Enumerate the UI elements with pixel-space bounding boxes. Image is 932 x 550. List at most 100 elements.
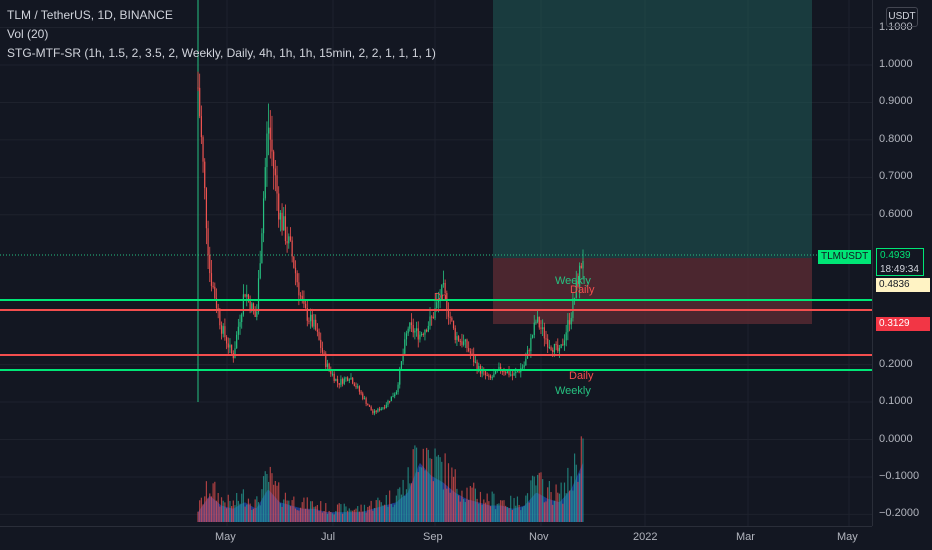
- volume-bar: [387, 506, 389, 522]
- candle-body: [422, 333, 424, 335]
- candle-body: [367, 404, 369, 406]
- candle-body: [299, 295, 302, 297]
- time-axis[interactable]: May Jul Sep Nov 2022 Mar May: [0, 526, 872, 550]
- candle-body: [390, 396, 392, 402]
- legend-indicator[interactable]: STG-MTF-SR (1h, 1.5, 2, 3.5, 2, Weekly, …: [7, 46, 436, 60]
- current-price: 0.4939: [880, 250, 911, 261]
- time-tick-label: Mar: [736, 531, 755, 543]
- candle-body: [508, 371, 510, 376]
- candle-body: [333, 373, 335, 381]
- volume-bar: [274, 481, 276, 522]
- legend-symbol[interactable]: TLM / TetherUS, 1D, BINANCE: [7, 8, 173, 22]
- volume-bar: [259, 505, 261, 522]
- volume-bar: [537, 474, 539, 522]
- candle-body: [572, 298, 574, 318]
- volume-bar: [582, 438, 584, 522]
- volume-bar: [473, 482, 475, 522]
- volume-bar: [500, 500, 502, 522]
- candle-body: [392, 396, 394, 398]
- volume-bar: [459, 501, 461, 522]
- volume-bar: [251, 509, 253, 522]
- currency-button[interactable]: USDT: [886, 7, 918, 27]
- volume-bar: [237, 500, 239, 522]
- volume-bar: [557, 492, 559, 522]
- candle-body: [407, 328, 409, 334]
- volume-bar: [333, 514, 335, 522]
- volume-bar: [281, 506, 283, 522]
- volume-bar: [205, 481, 208, 522]
- candle-body: [368, 405, 371, 407]
- candle-body: [303, 300, 305, 304]
- support-tag: 0.3129: [876, 317, 930, 331]
- volume-bar: [452, 476, 455, 522]
- volume-bar: [402, 479, 404, 522]
- candle-body: [357, 386, 359, 388]
- volume-bar: [367, 506, 369, 522]
- volume-bar: [384, 504, 386, 522]
- volume-bar: [511, 509, 513, 522]
- volume-bar: [365, 512, 367, 522]
- candle-body: [503, 370, 505, 373]
- candle-body: [224, 326, 226, 338]
- volume-bar: [326, 513, 329, 522]
- volume-bar: [464, 502, 466, 522]
- candle-body: [231, 344, 233, 354]
- volume-bar: [215, 500, 218, 522]
- candle-body: [489, 375, 492, 378]
- candle-body: [449, 316, 451, 318]
- legend-volume[interactable]: Vol (20): [7, 27, 49, 41]
- volume-bar: [525, 495, 527, 522]
- volume-bar: [503, 500, 505, 522]
- volume-bar: [286, 500, 288, 522]
- candle-body: [415, 328, 418, 331]
- volume-bar: [516, 496, 519, 522]
- volume-bar: [335, 510, 337, 522]
- candle-body: [237, 326, 239, 335]
- candle-body: [454, 328, 456, 340]
- candle-body: [474, 361, 477, 363]
- volume-bar: [199, 500, 201, 522]
- volume-bar: [521, 507, 524, 522]
- volume-bar: [436, 456, 438, 522]
- volume-bar: [494, 509, 497, 522]
- candle-body: [360, 391, 362, 394]
- candle-body: [375, 410, 377, 412]
- volume-bar: [269, 466, 271, 522]
- volume-bar: [431, 458, 433, 522]
- volume-bar: [540, 472, 542, 522]
- candles: [197, 71, 584, 416]
- price-tick-label: 0.6000: [879, 207, 913, 220]
- candle-body: [207, 228, 209, 255]
- volume-bar: [389, 490, 391, 522]
- candle-body: [246, 294, 248, 297]
- candle-body: [466, 339, 468, 349]
- volume-bar: [244, 506, 246, 522]
- volume-bar: [385, 495, 387, 522]
- candle-body: [242, 294, 244, 315]
- candle-body: [241, 314, 243, 323]
- volume-bar: [222, 500, 224, 522]
- volume-bar: [279, 503, 281, 522]
- volume-bar: [225, 508, 228, 522]
- candle-body: [511, 374, 513, 376]
- candle-body: [308, 320, 310, 322]
- price-tick-label: 0.8000: [879, 132, 913, 145]
- candle-body: [219, 310, 221, 326]
- volume-bar: [390, 504, 392, 522]
- price-axis[interactable]: 1.1000 1.0000 0.9000 0.8000 0.7000 0.6000 0.20…: [872, 0, 932, 526]
- volume-bar: [325, 503, 327, 522]
- candle-body: [542, 327, 544, 329]
- volume-bar: [579, 473, 581, 522]
- price-tick-label: 1.0000: [879, 58, 913, 70]
- volume-bar: [508, 508, 510, 522]
- candle-body: [404, 339, 406, 354]
- candle-body: [222, 326, 224, 334]
- volume-bars: [197, 436, 584, 522]
- volume-bar: [515, 505, 517, 522]
- volume-bar: [288, 500, 290, 522]
- volume-bar: [209, 493, 211, 522]
- volume-bar: [570, 476, 572, 522]
- volume-bar: [239, 503, 241, 522]
- candle-body: [481, 370, 483, 374]
